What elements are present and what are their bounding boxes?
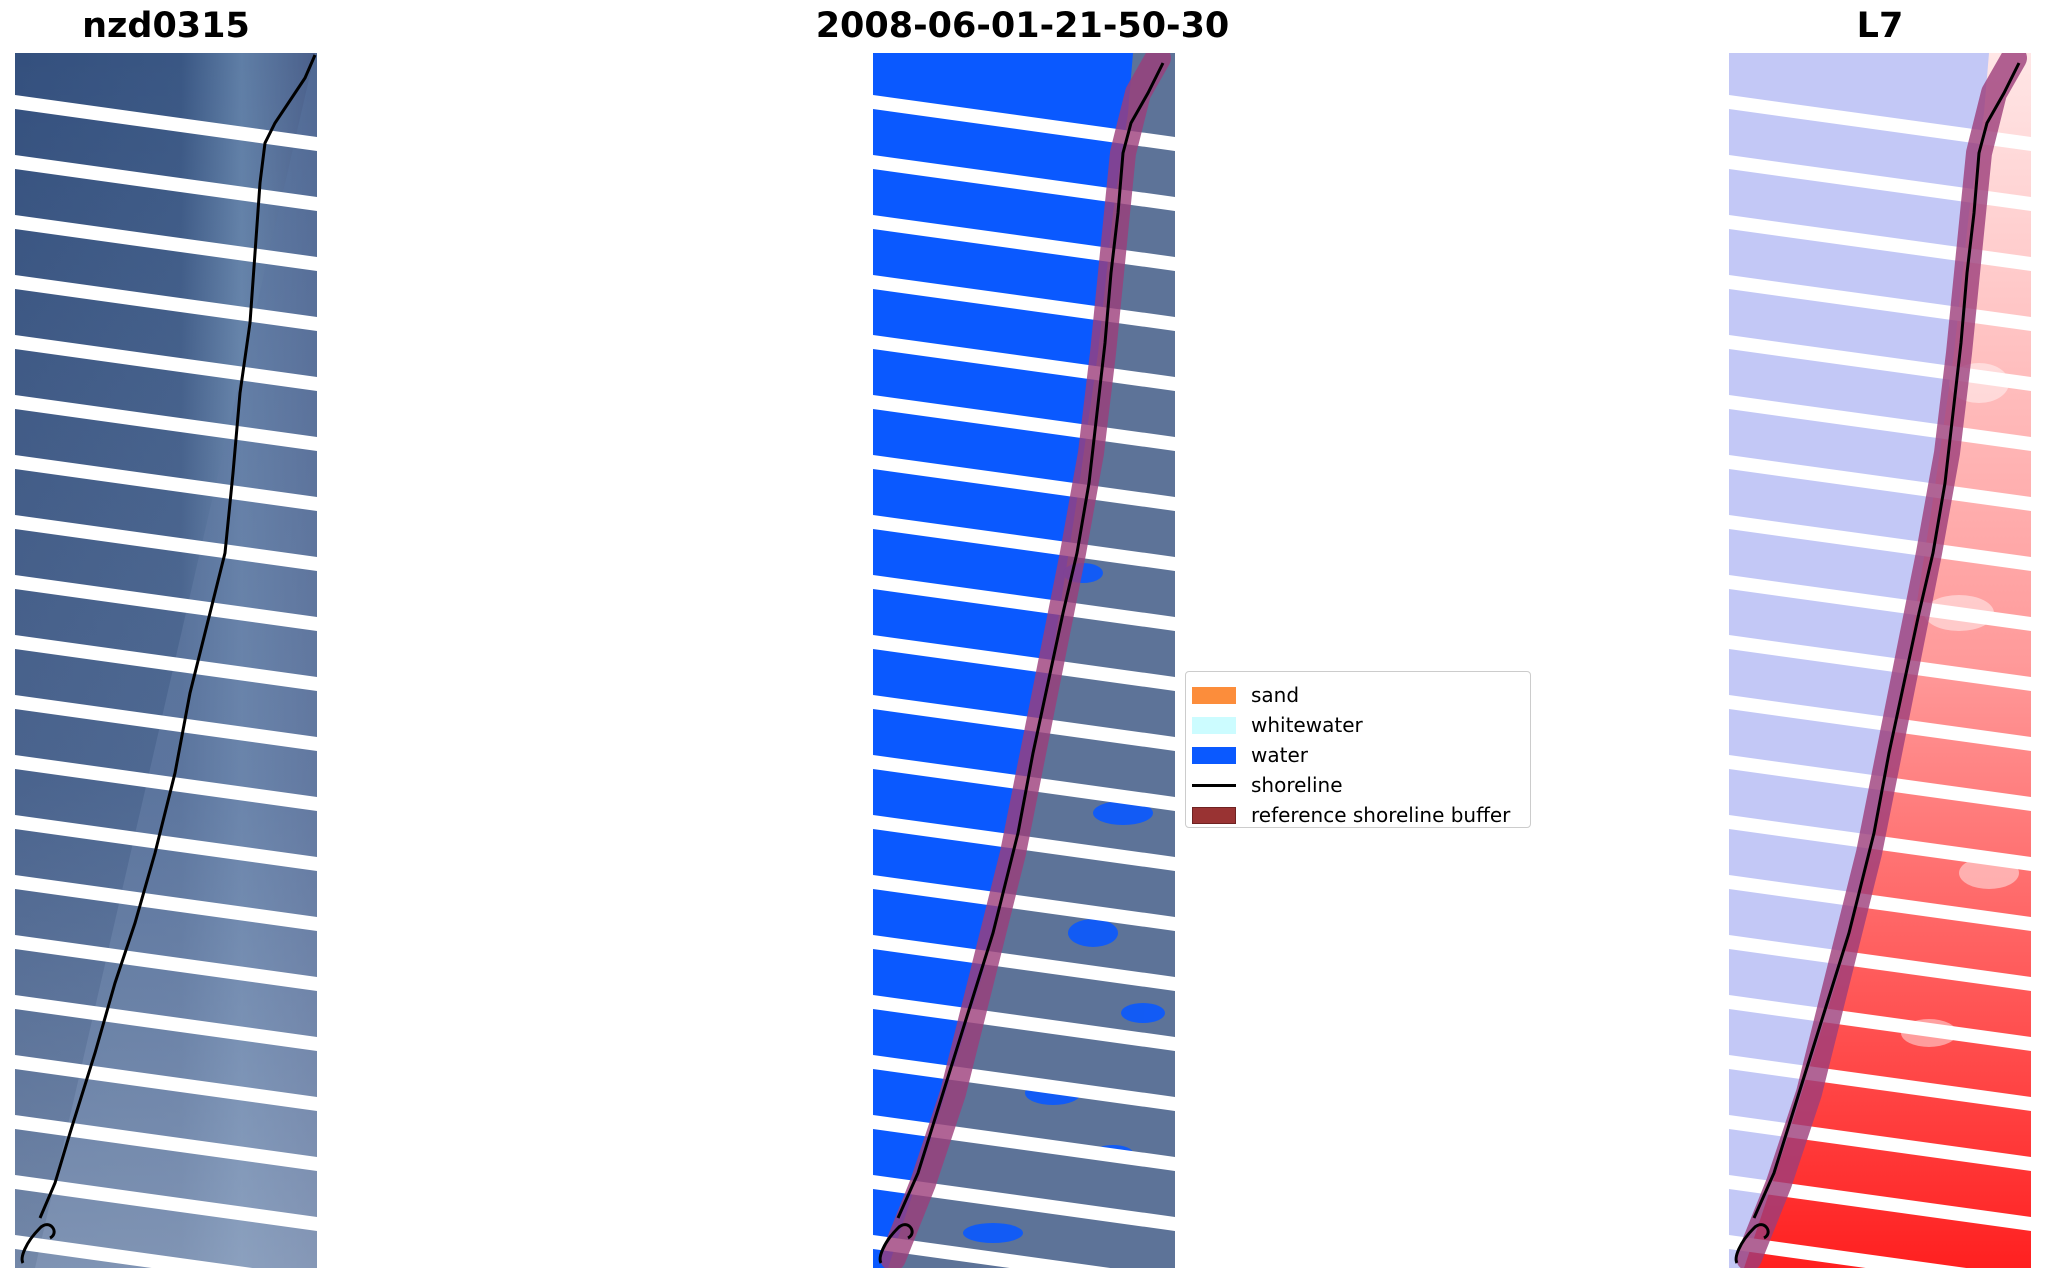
- scan-gap: [15, 1235, 253, 1268]
- legend-label: sand: [1251, 683, 1300, 707]
- scan-gap: [15, 275, 317, 331]
- scan-gap: [1729, 95, 2031, 151]
- shoreline-contour: [38, 54, 317, 1219]
- shoreline-contour: [896, 62, 1165, 1219]
- scan-gap: [15, 635, 317, 691]
- scan-gap: [1729, 635, 2031, 691]
- scan-gap: [873, 935, 1175, 991]
- shoreline-contour: [1752, 62, 2021, 1219]
- scan-gap: [1729, 995, 2031, 1051]
- legend-label: shoreline: [1251, 773, 1343, 797]
- scan-gap: [15, 695, 317, 751]
- legend-item-sand: sand: [1192, 682, 1299, 708]
- legend-item-buffer: reference shoreline buffer: [1192, 802, 1510, 828]
- sand-swatch: [1192, 686, 1236, 704]
- scan-gap: [1729, 155, 2031, 211]
- rgb-image: [15, 53, 317, 1268]
- water-index-panel: [1729, 53, 2031, 1268]
- scan-gap: [15, 935, 317, 991]
- panel-title-index: L7: [1856, 6, 1904, 46]
- legend: sand whitewater water shoreline referenc…: [1185, 671, 1531, 828]
- scan-gap: [1729, 1175, 2031, 1231]
- scan-gap: [1729, 1235, 1967, 1268]
- shoreline-line-icon: [1192, 783, 1236, 787]
- panel-title-rgb: nzd0315: [82, 6, 250, 46]
- scan-gap: [15, 155, 317, 211]
- scan-gap: [873, 155, 1175, 211]
- legend-label: whitewater: [1251, 713, 1363, 737]
- buffer-swatch: [1192, 806, 1236, 824]
- scan-gap: [1729, 875, 2031, 931]
- scan-gap: [15, 1175, 317, 1231]
- scan-gap: [873, 455, 1175, 511]
- scan-gap: [15, 215, 317, 271]
- legend-item-water: water: [1192, 742, 1308, 768]
- scan-gap: [15, 455, 317, 511]
- classified-image-panel: [873, 53, 1175, 1268]
- scan-gap: [15, 755, 317, 811]
- scan-gap: [1729, 455, 2031, 511]
- whitewater-swatch: [1192, 716, 1236, 734]
- scan-gap: [1729, 215, 2031, 271]
- panel-title-classified: 2008-06-01-21-50-30: [815, 6, 1230, 46]
- scan-gap: [15, 1115, 317, 1171]
- scan-gap: [15, 575, 317, 631]
- scan-gap: [1729, 515, 2031, 571]
- scan-gap: [873, 575, 1175, 631]
- legend-label: reference shoreline buffer: [1251, 803, 1511, 827]
- scan-gap: [873, 995, 1175, 1051]
- rgb-image-panel: [15, 53, 317, 1268]
- classified-image: [873, 53, 1175, 1268]
- scan-gap: [1729, 575, 2031, 631]
- scan-gap: [15, 95, 317, 151]
- scan-line-gaps: [15, 95, 317, 1268]
- scan-gap: [873, 695, 1175, 751]
- scan-gap: [15, 815, 317, 871]
- legend-item-whitewater: whitewater: [1192, 712, 1363, 738]
- scan-gap: [873, 635, 1175, 691]
- scan-gap: [873, 875, 1175, 931]
- scan-gap: [15, 515, 317, 571]
- scan-gap: [15, 395, 317, 451]
- scan-gap: [15, 875, 317, 931]
- scan-gap: [15, 995, 317, 1051]
- legend-item-shoreline: shoreline: [1192, 772, 1343, 798]
- scan-gap: [1729, 935, 2031, 991]
- scan-gap: [873, 1175, 1175, 1231]
- scan-gap: [1729, 695, 2031, 751]
- water-index-image: [1729, 53, 2031, 1268]
- scan-gap: [873, 95, 1175, 151]
- scan-gap: [873, 215, 1175, 271]
- water-swatch: [1192, 746, 1236, 764]
- legend-label: water: [1251, 743, 1308, 767]
- scan-gap: [873, 515, 1175, 571]
